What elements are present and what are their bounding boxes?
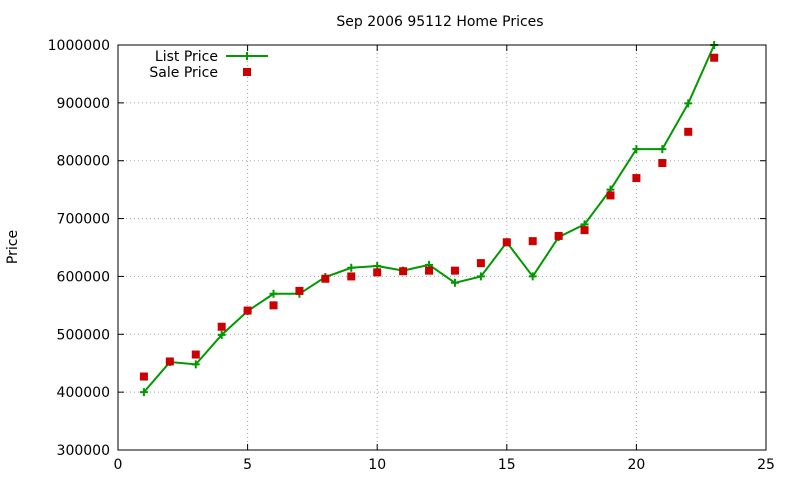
y-tick-label: 700000 — [57, 212, 110, 228]
x-tick-label: 25 — [757, 457, 775, 473]
y-tick-label: 1000000 — [48, 38, 110, 54]
sale-price-point — [139, 372, 148, 381]
sale-price-point — [243, 306, 252, 315]
list-price-point — [347, 263, 356, 272]
list-price-point — [191, 360, 200, 369]
sale-price-point — [632, 174, 641, 183]
sale-price-point — [450, 266, 459, 275]
legend-label: List Price — [155, 49, 218, 65]
sale-price-point — [295, 286, 304, 295]
sale-price-point — [321, 274, 330, 283]
legend-label: Sale Price — [149, 65, 218, 81]
sale-price-point — [373, 268, 382, 277]
list-price-point — [217, 330, 226, 339]
x-tick-label: 20 — [627, 457, 645, 473]
y-tick-label: 400000 — [57, 385, 110, 401]
sale-price-point — [191, 350, 200, 359]
sale-price-point — [710, 53, 719, 62]
list-price-point — [684, 99, 693, 108]
list-price-point — [528, 272, 537, 281]
sale-price-point — [684, 127, 693, 136]
list-price-point — [476, 272, 485, 281]
series-line-list-price — [143, 44, 716, 393]
grid-lines — [118, 45, 766, 450]
sale-price-point — [399, 267, 408, 276]
y-tick-label: 900000 — [57, 96, 110, 112]
legend-plus-marker — [243, 52, 251, 60]
sale-price-point — [554, 231, 563, 240]
x-tick-label: 0 — [114, 457, 123, 473]
plot-area — [139, 41, 719, 397]
y-tick-label: 600000 — [57, 269, 110, 285]
list-price-point — [658, 145, 667, 154]
chart-title: Sep 2006 95112 Home Prices — [336, 14, 543, 30]
plot-frame — [117, 44, 767, 451]
sale-price-point — [502, 238, 511, 247]
list-price-point — [632, 145, 641, 154]
sale-price-point — [606, 191, 615, 200]
y-tick-label: 800000 — [57, 154, 110, 170]
y-axis-label: Price — [5, 230, 21, 264]
x-tick-label: 10 — [368, 457, 386, 473]
sale-price-point — [476, 259, 485, 268]
list-price-point — [450, 278, 459, 287]
sale-price-point — [658, 159, 667, 168]
x-tick-label: 15 — [498, 457, 516, 473]
sale-price-point — [425, 266, 434, 275]
sale-price-point — [528, 237, 537, 246]
sale-price-point — [165, 357, 174, 366]
sale-price-point — [580, 226, 589, 235]
legend-square-marker — [243, 68, 251, 76]
x-tick-label: 5 — [243, 457, 252, 473]
axis-ticks: 0 5 10 15 20 25 300000 400000 500000 600000 700000… — [48, 38, 775, 473]
y-tick-label: 300000 — [57, 443, 110, 459]
list-price-point — [139, 388, 148, 397]
y-tick-label: 500000 — [57, 327, 110, 343]
sale-price-point — [347, 272, 356, 281]
sale-price-point — [217, 322, 226, 331]
sale-price-point — [269, 301, 278, 310]
list-price-point — [269, 289, 278, 298]
